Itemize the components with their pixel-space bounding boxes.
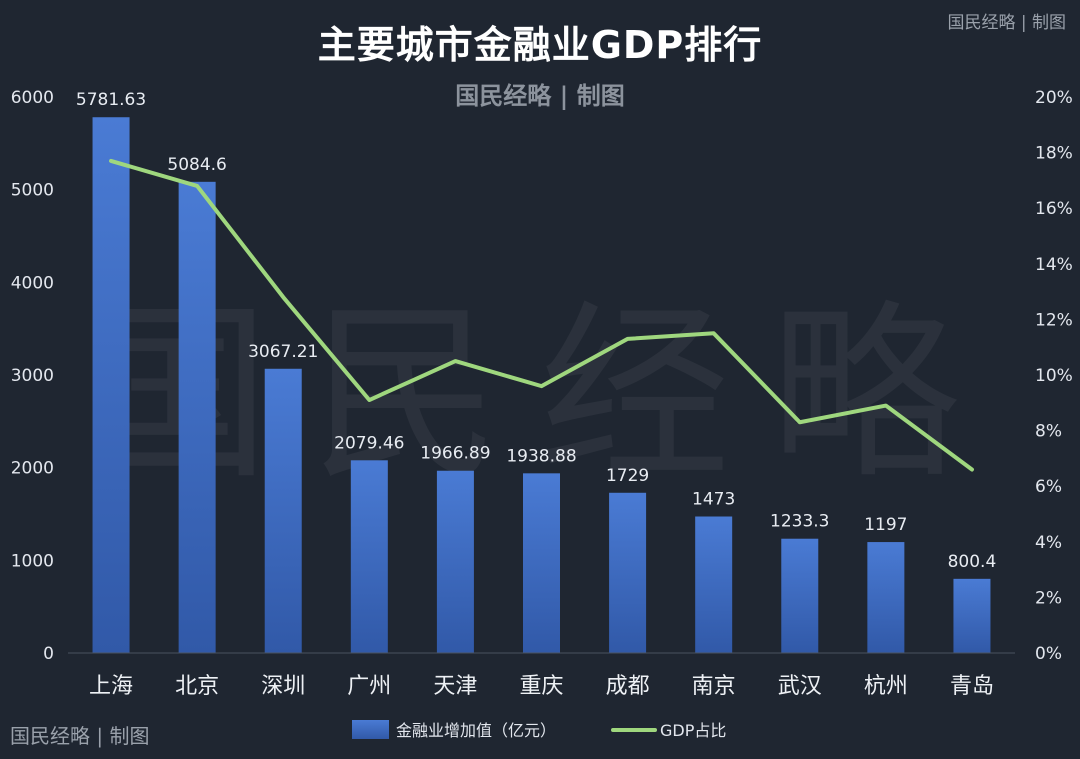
x-axis-category-label: 天津: [433, 674, 477, 699]
bar-青岛: [953, 578, 991, 653]
right-axis-tick-label: 20%: [1035, 88, 1073, 108]
right-axis-tick-label: 0%: [1035, 644, 1062, 664]
right-y-axis: 0% 2% 4% 6% 8% 10% 12% 14% 16% 18% 20%: [1035, 88, 1073, 664]
x-axis-category-label: 杭州: [864, 674, 908, 699]
bar-深圳: [264, 368, 302, 653]
bar-value-label: 800.4: [948, 552, 997, 572]
bar-value-label: 5084.6: [167, 155, 226, 175]
bar-重庆: [523, 473, 560, 653]
right-axis-tick-label: 4%: [1035, 533, 1062, 553]
right-axis-tick-label: 2%: [1035, 588, 1062, 608]
bar-data-labels: 5781.63 5084.6 3067.21 2079.46 1966.89 1938.8…: [76, 90, 996, 572]
x-axis-category-label: 南京: [692, 674, 736, 699]
bar-value-label: 1966.89: [420, 444, 490, 464]
bar-value-label: 1938.88: [506, 446, 576, 466]
legend: 金融业增加值（亿元） GDP占比: [352, 720, 726, 740]
bar-value-label: 1473: [692, 490, 735, 510]
x-axis-category-label: 武汉: [778, 674, 822, 699]
right-axis-tick-label: 6%: [1035, 477, 1062, 497]
bar-天津: [436, 470, 474, 653]
legend-bar-swatch: [352, 720, 389, 739]
bar-成都: [609, 492, 647, 653]
bar-广州: [350, 460, 388, 653]
x-axis-category-label: 上海: [89, 674, 133, 699]
left-axis-tick-label: 5000: [11, 181, 54, 201]
legend-bar-label: 金融业增加值（亿元）: [396, 721, 556, 740]
gdp-share-line: [109, 158, 974, 472]
chart-title: 主要城市金融业GDP排行: [317, 23, 763, 67]
right-axis-tick-label: 10%: [1035, 366, 1073, 386]
right-axis-tick-label: 14%: [1035, 255, 1073, 275]
title-watermark: 国民经略 | 制图: [455, 81, 625, 110]
x-axis-category-label: 成都: [606, 674, 650, 699]
x-axis-category-label: 深圳: [261, 674, 305, 699]
right-axis-tick-label: 18%: [1035, 144, 1073, 164]
bar-南京: [695, 516, 733, 653]
bar-value-label: 5781.63: [76, 90, 146, 110]
left-axis-tick-label: 2000: [11, 459, 54, 479]
bar-北京: [178, 181, 216, 653]
x-axis-category-label: 广州: [347, 674, 391, 699]
bar-series: [92, 117, 991, 654]
bar-上海: [92, 117, 130, 654]
left-y-axis: 0 1000 2000 3000 4000 5000 6000: [11, 88, 54, 664]
x-axis-category-label: 青岛: [950, 674, 994, 699]
x-axis-category-label: 北京: [175, 674, 219, 699]
legend-line-label: GDP占比: [660, 721, 726, 740]
left-axis-tick-label: 0: [43, 644, 54, 664]
x-axis: 上海 北京 深圳 广州 天津 重庆 成都 南京 武汉 杭州 青岛: [68, 652, 1015, 699]
corner-watermark-bottom-left: 国民经略 | 制图: [10, 724, 150, 748]
left-axis-tick-label: 3000: [11, 366, 54, 386]
right-axis-tick-label: 12%: [1035, 310, 1073, 330]
left-axis-tick-label: 1000: [11, 551, 54, 571]
bar-value-label: 3067.21: [248, 342, 318, 362]
bar-value-label: 1197: [864, 515, 907, 535]
corner-watermark-top-right: 国民经略 | 制图: [947, 13, 1066, 33]
bar-value-label: 1233.3: [770, 512, 829, 532]
left-axis-tick-label: 6000: [11, 88, 54, 108]
right-axis-tick-label: 8%: [1035, 422, 1062, 442]
bar-value-label: 2079.46: [334, 433, 404, 453]
bar-杭州: [867, 542, 905, 653]
bar-武汉: [781, 538, 819, 653]
right-axis-tick-label: 16%: [1035, 199, 1073, 219]
line-series: [109, 158, 974, 472]
x-axis-category-label: 重庆: [519, 674, 563, 699]
left-axis-tick-label: 4000: [11, 273, 54, 293]
bar-value-label: 1729: [606, 466, 649, 486]
